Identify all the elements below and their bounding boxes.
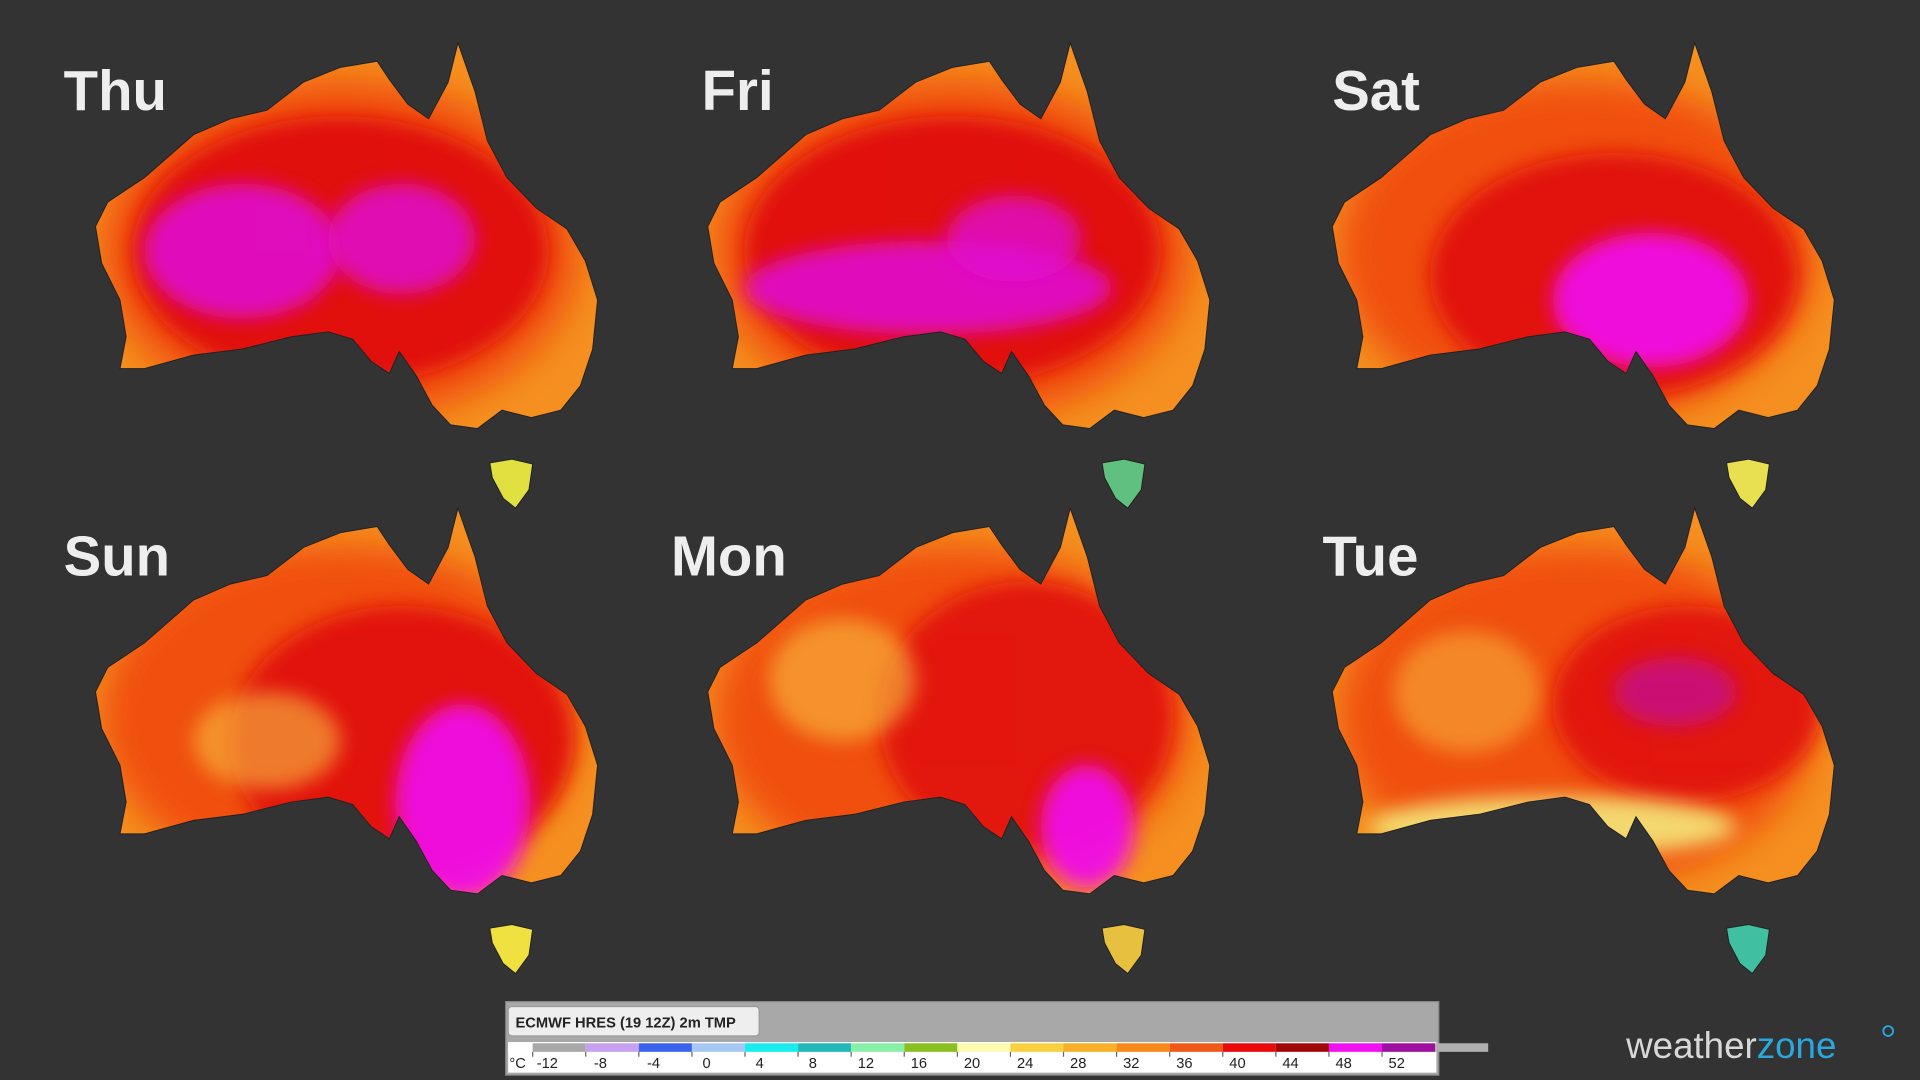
legend-swatch	[1116, 1043, 1170, 1052]
map-panel	[1331, 42, 1835, 509]
legend-tick-label: 16	[911, 1056, 927, 1072]
heat-layer	[101, 544, 580, 894]
legend-unit: °C	[509, 1056, 526, 1072]
legend-swatch	[1169, 1043, 1223, 1052]
map-panel	[1331, 507, 1835, 975]
brand-ring	[1882, 1025, 1894, 1037]
heat-blob	[395, 704, 531, 894]
legend-tick-label: 40	[1229, 1056, 1245, 1072]
legend-swatch	[1382, 1043, 1436, 1052]
legend: ECMWF HRES (19 12Z) 2m TMP°C -12 -8 -4 0 4 8 12…	[505, 1001, 1489, 1076]
legend-swatch	[532, 1043, 586, 1052]
legend-swatch	[585, 1043, 639, 1052]
legend-tick-label: -8	[594, 1056, 607, 1072]
legend-tick-label: 4	[756, 1056, 764, 1072]
heat-blob	[144, 183, 341, 319]
heat-layer	[713, 79, 1192, 423]
heat-blob	[768, 618, 916, 741]
heat-blob	[1393, 630, 1541, 754]
legend-swatch	[1063, 1043, 1117, 1052]
map-panel	[94, 42, 599, 509]
legend-swatch	[508, 1043, 533, 1052]
legend-swatch	[1435, 1043, 1489, 1052]
legend-tick-label: 8	[809, 1056, 817, 1072]
heat-blob	[1040, 765, 1134, 888]
legend-tick-label: -4	[647, 1056, 660, 1072]
day-label: Sun	[64, 525, 170, 588]
heat-layer	[1338, 544, 1823, 888]
legend-tick-label: -12	[537, 1056, 558, 1072]
canvas: Thu Fri Sat Sun Mon Tue ECMWF HRES (19 12Z) 2m…	[64, 42, 1894, 1076]
legend-swatch	[904, 1043, 958, 1052]
heat-blob	[1368, 795, 1737, 858]
brand-weather: weather	[1625, 1025, 1757, 1066]
map-panel	[707, 507, 1211, 975]
legend-tick-label: 0	[703, 1056, 711, 1072]
legend-tick-label: 12	[858, 1056, 874, 1072]
day-label: Thu	[64, 59, 167, 122]
legend-tick-label: 32	[1123, 1056, 1139, 1072]
legend-swatch	[851, 1043, 905, 1052]
tasmania	[489, 458, 534, 509]
brand: weatherzone	[1625, 1025, 1836, 1066]
legend-swatch	[691, 1043, 746, 1052]
tasmania	[489, 923, 534, 975]
legend-swatch	[1222, 1043, 1276, 1052]
tasmania	[1725, 458, 1770, 509]
legend-tick-label: 36	[1176, 1056, 1192, 1072]
day-label: Tue	[1322, 525, 1418, 588]
tasmania	[1725, 923, 1770, 975]
legend-title-box	[507, 1005, 760, 1037]
day-label: Mon	[671, 525, 787, 588]
brand-zone: zone	[1757, 1025, 1837, 1066]
heat-blob	[1552, 232, 1749, 368]
legend-swatch	[1328, 1043, 1383, 1052]
legend-swatch	[638, 1043, 692, 1052]
legend-swatch	[957, 1043, 1011, 1052]
heat-layer	[1338, 79, 1816, 423]
legend-swatch	[1275, 1043, 1329, 1052]
tasmania	[1101, 923, 1146, 975]
map-panel	[94, 507, 599, 975]
heat-blob	[193, 691, 341, 790]
heat-blob	[328, 183, 476, 294]
legend-tick-label: 24	[1017, 1056, 1033, 1072]
heat-blob	[1613, 657, 1737, 727]
legend-swatch	[1010, 1043, 1064, 1052]
legend-tick-label: 52	[1389, 1056, 1405, 1072]
heat-layer	[713, 544, 1192, 888]
legend-title: ECMWF HRES (19 12Z) 2m TMP	[516, 1015, 737, 1031]
day-label: Fri	[702, 59, 774, 122]
tasmania	[1101, 458, 1146, 509]
legend-swatch	[745, 1043, 799, 1052]
legend-tick-label: 28	[1070, 1056, 1086, 1072]
legend-swatch	[798, 1043, 852, 1052]
legend-tick-label: 48	[1335, 1056, 1351, 1072]
day-label: Sat	[1332, 59, 1420, 122]
legend-tick-label: 20	[964, 1056, 980, 1072]
heat-layer	[101, 79, 580, 423]
legend-tick-label: 44	[1282, 1056, 1298, 1072]
heat-blob	[946, 195, 1082, 282]
map-panel	[707, 42, 1211, 509]
